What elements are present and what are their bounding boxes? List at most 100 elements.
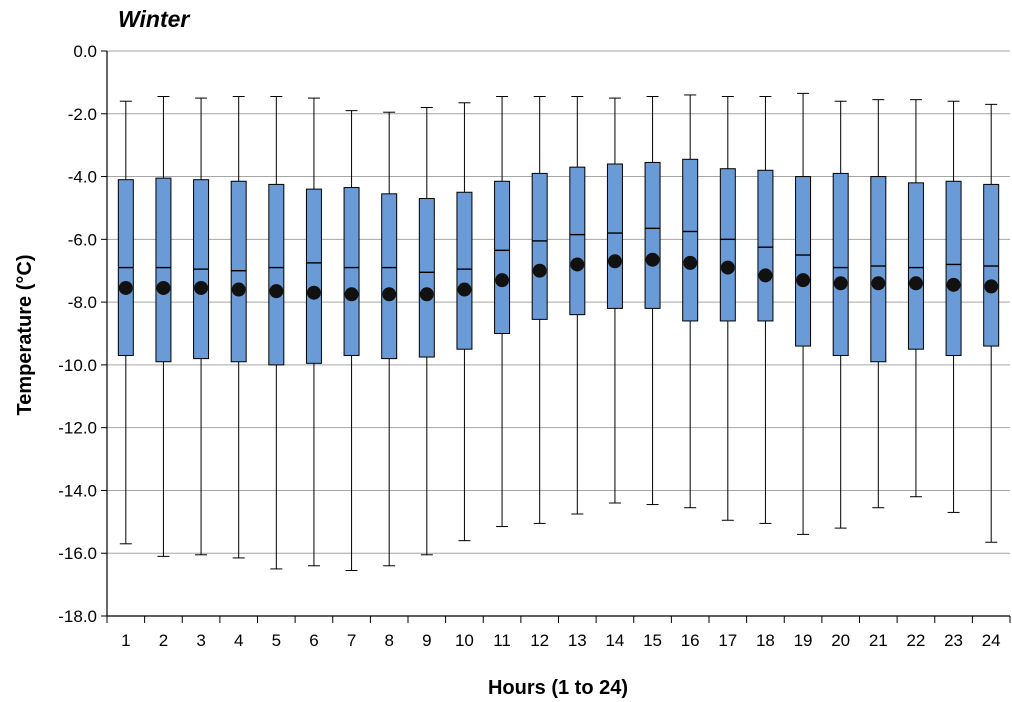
box-hour-14 — [606, 97, 623, 504]
mean-marker — [833, 276, 848, 291]
box-hour-11 — [494, 96, 511, 528]
y-tick-label: -4.0 — [68, 168, 97, 187]
iqr-box — [682, 158, 699, 322]
x-tick-label: 4 — [234, 631, 243, 650]
box-hour-3 — [193, 97, 210, 556]
x-tick-label: 21 — [869, 631, 888, 650]
mean-marker — [683, 255, 698, 270]
x-axis-title: Hours (1 to 24) — [488, 677, 628, 699]
iqr-box — [644, 161, 661, 309]
mean-marker — [156, 280, 171, 295]
box-hour-21 — [870, 99, 887, 509]
iqr-box — [268, 183, 285, 366]
x-tick-label: 10 — [455, 631, 474, 650]
iqr-box — [795, 176, 812, 347]
y-axis-title: Temperature (°C) — [14, 255, 36, 416]
iqr-box — [907, 182, 924, 350]
mean-marker — [871, 276, 886, 291]
y-tick-label: -10.0 — [58, 356, 97, 375]
x-tick-label: 19 — [794, 631, 813, 650]
box-hour-12 — [531, 96, 548, 524]
box-hour-20 — [832, 100, 849, 529]
box-hour-6 — [305, 97, 322, 567]
iqr-box — [494, 180, 511, 334]
y-tick-label: 0.0 — [73, 42, 97, 61]
x-tick-label: 23 — [944, 631, 963, 650]
iqr-box — [757, 169, 774, 322]
box-hour-4 — [230, 96, 247, 559]
box-series — [117, 92, 1000, 571]
iqr-box — [155, 177, 172, 363]
iqr-box — [230, 180, 247, 363]
axes: 0.0 -2.0 -4.0 -6.0 -8.0 -10.0 -12.0 -14.0 -16.0 -… — [58, 42, 1011, 650]
box-hour-9 — [418, 107, 435, 556]
iqr-box — [606, 163, 623, 309]
mean-marker — [457, 282, 472, 297]
mean-marker — [344, 287, 359, 302]
x-tick-label: 6 — [309, 631, 318, 650]
box-hour-2 — [155, 96, 172, 557]
iqr-box — [456, 191, 473, 350]
iqr-box — [305, 188, 322, 364]
x-tick-label: 1 — [121, 631, 130, 650]
mean-marker — [532, 263, 547, 278]
box-hour-10 — [456, 102, 473, 542]
y-tick-label: -16.0 — [58, 544, 97, 563]
box-hour-22 — [907, 99, 924, 498]
y-tick-label: -12.0 — [58, 419, 97, 438]
iqr-box — [569, 166, 586, 316]
x-tick-label: 3 — [196, 631, 205, 650]
box-hour-8 — [381, 111, 398, 567]
iqr-box — [832, 172, 849, 356]
mean-marker — [306, 285, 321, 300]
mean-marker — [194, 280, 209, 295]
mean-marker — [984, 279, 999, 294]
mean-marker — [908, 276, 923, 291]
mean-marker — [645, 252, 660, 267]
x-tick-label: 2 — [159, 631, 168, 650]
x-tick-label: 9 — [422, 631, 431, 650]
iqr-box — [343, 187, 360, 356]
mean-marker — [495, 273, 510, 288]
x-tick-label: 11 — [493, 631, 511, 650]
mean-marker — [570, 257, 585, 272]
box-hour-17 — [719, 96, 736, 521]
gridlines — [107, 50, 1010, 554]
iqr-box — [531, 172, 548, 320]
iqr-box — [381, 193, 398, 360]
box-hour-24 — [983, 103, 1000, 543]
mean-marker — [419, 287, 434, 302]
mean-marker — [758, 268, 773, 283]
y-tick-label: -8.0 — [68, 293, 97, 312]
x-tick-label: 22 — [906, 631, 925, 650]
x-tick-label: 8 — [384, 631, 393, 650]
x-tick-label: 20 — [831, 631, 850, 650]
iqr-box — [870, 176, 887, 363]
mean-marker — [382, 287, 397, 302]
box-hour-18 — [757, 96, 774, 524]
box-hour-13 — [569, 96, 586, 515]
y-tick-label: -6.0 — [68, 230, 97, 249]
x-tick-label: 5 — [272, 631, 281, 650]
box-hour-16 — [682, 94, 699, 509]
mean-marker — [720, 260, 735, 275]
iqr-box — [983, 183, 1000, 347]
box-hour-19 — [795, 92, 812, 535]
mean-marker — [946, 277, 961, 292]
mean-marker — [231, 282, 246, 297]
x-tick-label: 17 — [718, 631, 737, 650]
iqr-box — [945, 180, 962, 356]
box-hour-15 — [644, 96, 661, 506]
mean-marker — [796, 273, 811, 288]
iqr-box — [719, 168, 736, 322]
x-tick-label: 18 — [756, 631, 775, 650]
x-tick-label: 13 — [568, 631, 587, 650]
y-tick-label: -18.0 — [58, 607, 97, 626]
y-tick-label: -14.0 — [58, 481, 97, 500]
x-tick-label: 16 — [681, 631, 700, 650]
iqr-box — [418, 198, 435, 358]
x-tick-label: 14 — [605, 631, 624, 650]
box-hour-7 — [343, 110, 360, 571]
chart-title: Winter — [118, 6, 190, 32]
